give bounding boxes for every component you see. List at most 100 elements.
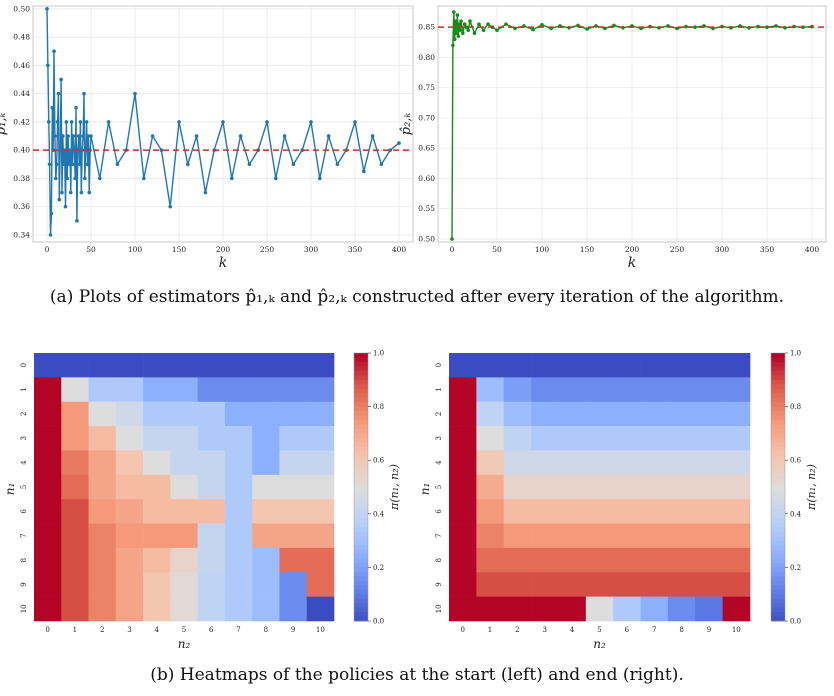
hm_start-colorbar-segment (354, 357, 368, 363)
hm_end-cell (531, 353, 559, 378)
hm_start-cell (197, 499, 226, 524)
p2-data-point (464, 25, 469, 29)
hm_end-cell (476, 401, 505, 427)
hm_end-colorbar-segment (771, 437, 785, 443)
p1-ytick-label: 0.42 (13, 117, 30, 126)
hm_end-cell (531, 547, 559, 573)
hm_start-cell (88, 450, 117, 476)
hm_start-colorbar-segment (354, 375, 368, 381)
hm_start-colorbar-segment (354, 482, 368, 488)
hm_start-colorbar-segment (354, 571, 368, 577)
hm_end-cell (695, 450, 723, 476)
hm_start-colorbar-segment (354, 562, 368, 568)
hm_start-cell (306, 426, 335, 451)
p1-data-point (282, 134, 287, 138)
hm_start-cell (197, 523, 226, 549)
p2-data-point (693, 25, 697, 29)
hm_end-cell (449, 572, 477, 597)
hm_end-xtick-label: 9 (707, 626, 711, 634)
hm_end-cell (449, 474, 477, 500)
hm_start-colorbar-tick-label: 1.0 (373, 350, 384, 358)
p2-data-point (675, 26, 679, 31)
p1-data-point (86, 134, 91, 138)
hm_start-ytick-label: 4 (20, 460, 28, 465)
p2-y-axis-label: p̂₂,ₖ (399, 113, 414, 136)
hm_end-ytick-label: 5 (435, 485, 443, 489)
hm_end-cell (449, 426, 477, 451)
p1-data-point (52, 49, 56, 54)
p1-data-point (54, 162, 59, 167)
hm_start-cell (34, 353, 62, 378)
hm_start-cell (224, 450, 253, 476)
hm_end-xtick-label: 7 (652, 626, 656, 634)
p1-data-point (362, 169, 366, 174)
p1-data-point (168, 204, 172, 209)
hm_end-cell (503, 377, 532, 403)
hm_end-cell (640, 474, 669, 500)
hm_start-colorbar-segment (354, 353, 368, 358)
hm_end-colorbar-tick-label: 0.8 (790, 403, 801, 411)
hm_start-colorbar-segment (354, 442, 368, 448)
hm_end-colorbar-segment (771, 580, 785, 586)
hm_end-cell (722, 353, 751, 378)
hm_start-cell (34, 426, 62, 451)
hm_end-cell (449, 499, 477, 524)
hm_start-colorbar-segment (354, 366, 368, 372)
hm_start-xtick-label: 3 (127, 626, 131, 634)
p1-data-point (133, 91, 137, 96)
hm_end-cell (585, 499, 614, 524)
hm_start-cell (115, 377, 144, 403)
hm_end-colorbar-segment (771, 406, 785, 412)
hm_end-cell (585, 572, 614, 597)
p1-data-point (70, 162, 75, 167)
p1-data-point (388, 148, 393, 152)
hm_end-xtick-label: 8 (679, 626, 683, 634)
hm_start-colorbar-segment (354, 616, 368, 622)
hm_end-cell (722, 377, 751, 403)
hm_start-cell (197, 572, 226, 597)
p1-data-point (54, 176, 58, 181)
hm_end-cell (585, 353, 614, 378)
hm_end-colorbar-segment (771, 585, 785, 591)
p1-data-point (247, 162, 252, 167)
p1-ytick-label: 0.50 (13, 4, 30, 13)
hm_start-cell (252, 474, 280, 500)
p1-data-point (71, 134, 76, 138)
hm_end-colorbar-segment (771, 549, 785, 555)
hm_start-colorbar-segment (354, 554, 368, 559)
p1-data-point (68, 148, 72, 152)
hm_end-colorbar-segment (771, 446, 785, 452)
p2-xtick-label: 350 (760, 245, 775, 254)
hm_start-cell (197, 596, 226, 622)
hm_end-cell (640, 499, 669, 524)
hm_start-colorbar-segment (354, 567, 368, 573)
hm_end-cell (667, 450, 696, 476)
hm_end-cell (667, 353, 696, 378)
hm_start-xtick-label: 5 (182, 626, 186, 634)
hm_start-x-axis-label: n₂ (178, 637, 191, 651)
p2-data-point (774, 24, 778, 28)
hm_start-colorbar-segment (354, 406, 368, 412)
hm_end-cell (695, 572, 723, 597)
hm_end-colorbar-segment (771, 513, 785, 519)
hm_end-cell (613, 523, 641, 549)
hm_start-cell (224, 377, 253, 403)
hm_end-cell (503, 401, 532, 427)
p2-ytick-label: 0.65 (418, 144, 435, 153)
hm_end-cell (531, 450, 559, 476)
p1-data-point (49, 211, 54, 216)
hm_end-cell (613, 426, 641, 451)
p2-data-point (594, 24, 598, 28)
hm_start-colorbar-segment (354, 607, 368, 613)
hm_end-cell (640, 353, 669, 378)
hm_start-ytick-label: 5 (20, 485, 28, 489)
p1-data-point (60, 190, 64, 195)
hm_start-cell (61, 547, 89, 573)
hm_start-xtick-label: 8 (264, 626, 268, 634)
p2-x-axis-label: k (628, 255, 636, 271)
p2-data-point (468, 19, 472, 23)
hm_end-ytick-label: 9 (435, 582, 443, 586)
hm_end-cell (722, 474, 751, 500)
hm_end-cell (667, 377, 696, 403)
